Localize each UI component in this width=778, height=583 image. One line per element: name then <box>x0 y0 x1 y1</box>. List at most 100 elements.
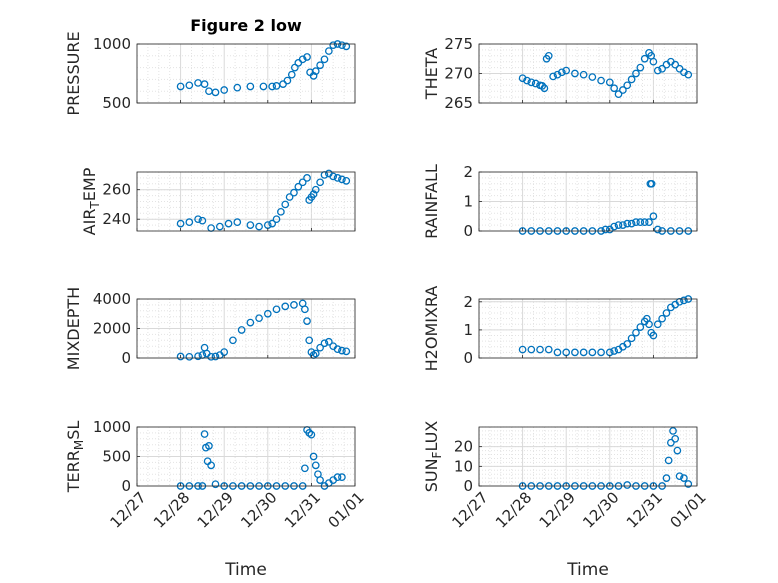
data-point <box>233 218 242 226</box>
data-point <box>623 81 632 90</box>
data-point <box>614 90 623 99</box>
data-point <box>194 352 202 361</box>
data-point <box>263 309 272 318</box>
data-point <box>610 84 619 93</box>
data-point <box>268 82 277 91</box>
y-axis-label: PRESSURE <box>64 31 83 115</box>
data-point <box>645 218 653 226</box>
data-point <box>220 86 229 94</box>
y-tick-label: 1 <box>463 321 473 339</box>
data-point <box>207 461 215 470</box>
data-point <box>198 216 207 225</box>
data-point <box>647 179 656 188</box>
axes-mixdepth: 0 2000 4000 MIXDEPTH <box>64 287 356 370</box>
y-tick-label: 500 <box>102 448 131 466</box>
x-tick-label: 12/28 <box>150 488 193 531</box>
data-point <box>610 222 619 231</box>
x-tick-label: 12/30 <box>579 488 622 531</box>
data-point <box>553 348 562 357</box>
data-point <box>338 346 346 355</box>
data-point <box>224 219 233 228</box>
data-point <box>298 55 307 64</box>
data-point <box>571 348 579 357</box>
data-point <box>255 222 263 231</box>
data-point <box>653 66 662 75</box>
data-point <box>268 219 277 228</box>
data-point <box>544 345 553 354</box>
y-tick-label: 4000 <box>93 290 131 308</box>
x-axis-label: Time <box>566 560 609 580</box>
data-point <box>200 80 209 88</box>
data-point <box>684 480 693 488</box>
data-point <box>636 323 645 331</box>
data-point <box>272 215 281 224</box>
data-point <box>185 218 194 226</box>
data-point <box>329 172 338 181</box>
data-point <box>601 225 610 234</box>
data-point <box>662 474 671 482</box>
y-axis-label: TERRMSL <box>64 421 86 494</box>
data-point <box>680 296 688 305</box>
plot-area <box>479 427 697 486</box>
x-tick-label: 01/01 <box>324 488 367 531</box>
y-axis-label: MIXDEPTH <box>64 287 83 370</box>
x-tick-label: 01/01 <box>666 488 709 531</box>
data-point <box>320 339 329 348</box>
data-point <box>675 472 684 481</box>
data-point <box>588 73 597 81</box>
x-tick-label: 12/29 <box>536 488 579 531</box>
data-point <box>549 72 557 81</box>
y-tick-label: 260 <box>102 181 131 199</box>
y-tick-label: 20 <box>454 438 473 456</box>
data-point <box>281 302 290 311</box>
axes-pressure: 500 1000 PRESSURE Figure 2 low <box>64 16 356 116</box>
data-point <box>294 182 303 191</box>
axes-rainfall: 0 1 2 RAINFALL <box>422 163 698 240</box>
data-point <box>211 480 220 489</box>
data-point <box>316 178 324 187</box>
data-point <box>645 320 653 329</box>
data-point <box>632 218 640 226</box>
data-point <box>342 347 351 356</box>
data-point <box>285 193 294 201</box>
x-tick-label: 12/29 <box>194 488 237 531</box>
plot-area <box>137 44 355 103</box>
y-tick-label: 0 <box>463 222 473 240</box>
data-point <box>316 343 324 352</box>
data-point <box>205 442 213 450</box>
data-point <box>619 221 627 229</box>
data-point <box>684 70 693 79</box>
data-point <box>324 337 333 346</box>
axes-box <box>136 43 356 104</box>
data-point <box>246 318 255 327</box>
data-point <box>311 185 320 194</box>
y-tick-label: 0 <box>121 477 131 495</box>
y-tick-label: 10 <box>454 457 473 475</box>
data-point <box>301 305 309 314</box>
data-point <box>597 76 605 85</box>
data-point <box>557 68 566 77</box>
data-point <box>649 57 658 66</box>
data-point <box>571 69 579 78</box>
data-point <box>673 446 682 455</box>
data-point <box>669 427 677 435</box>
data-point <box>632 69 640 78</box>
data-point <box>553 70 562 79</box>
y-tick-label: 1000 <box>93 418 131 436</box>
data-point <box>544 51 553 60</box>
data-point <box>523 76 531 85</box>
data-point <box>538 82 547 90</box>
data-point <box>272 305 281 314</box>
data-point <box>185 352 194 361</box>
data-point <box>527 78 536 87</box>
data-point <box>200 430 209 438</box>
data-point <box>627 219 636 228</box>
data-point <box>658 64 666 73</box>
data-point <box>531 79 540 88</box>
data-point <box>640 218 649 226</box>
data-point <box>605 78 614 87</box>
data-point <box>233 83 242 92</box>
data-point <box>237 326 246 334</box>
